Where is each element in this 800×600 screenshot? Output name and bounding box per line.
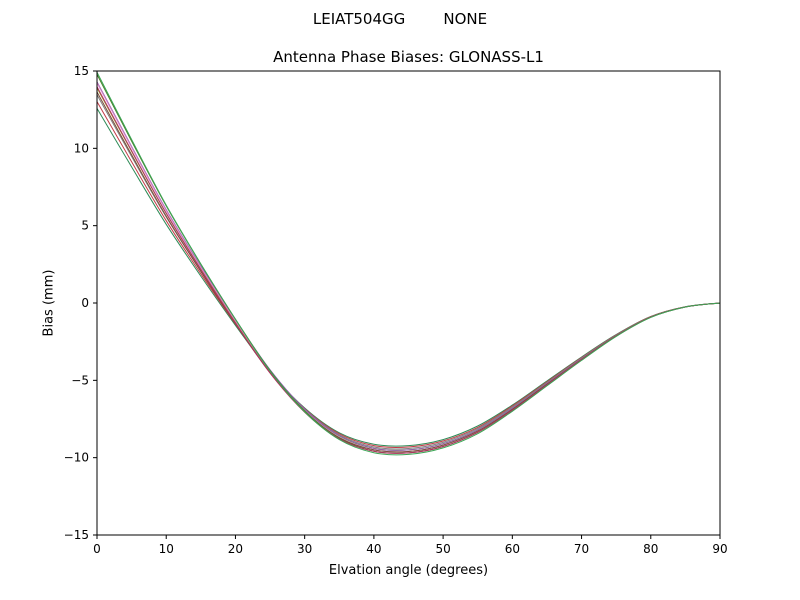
series-line-line-09 (97, 86, 720, 454)
x-tick-label: 90 (712, 542, 727, 556)
y-tick-label: 5 (81, 219, 89, 233)
y-tick-label: −10 (64, 451, 89, 465)
x-tick-label: 10 (159, 542, 174, 556)
x-tick-label: 80 (643, 542, 658, 556)
series-line-line-03 (97, 94, 720, 450)
x-axis-label: Elvation angle (degrees) (328, 563, 489, 578)
series-line-line-05 (97, 81, 720, 451)
x-tick-label: 70 (574, 542, 589, 556)
series-line-line-10 (97, 71, 720, 456)
series-line-line-02 (97, 101, 720, 448)
x-tick-label: 40 (366, 542, 381, 556)
series-line-line-08 (97, 74, 720, 454)
x-tick-label: 0 (93, 542, 101, 556)
x-tick-label: 60 (505, 542, 520, 556)
axes-title: Antenna Phase Biases: GLONASS-L1 (273, 48, 544, 66)
series-line-line-07 (97, 91, 720, 453)
series-lines (97, 71, 720, 456)
y-tick-label: 10 (74, 141, 89, 155)
x-tick-label: 50 (435, 542, 450, 556)
series-line-line-06 (97, 82, 720, 453)
plot-border (96, 70, 721, 536)
x-tick-label: 20 (228, 542, 243, 556)
series-line-line-01 (97, 108, 720, 447)
x-tick-label: 30 (297, 542, 312, 556)
y-tick-label: −5 (71, 373, 89, 387)
y-tick-label: 15 (74, 64, 89, 78)
figure-suptitle: LEIAT504GG NONE (312, 10, 488, 28)
y-tick-label: −15 (64, 528, 89, 542)
y-tick-label: 0 (81, 296, 89, 310)
series-line-line-04 (97, 87, 720, 451)
